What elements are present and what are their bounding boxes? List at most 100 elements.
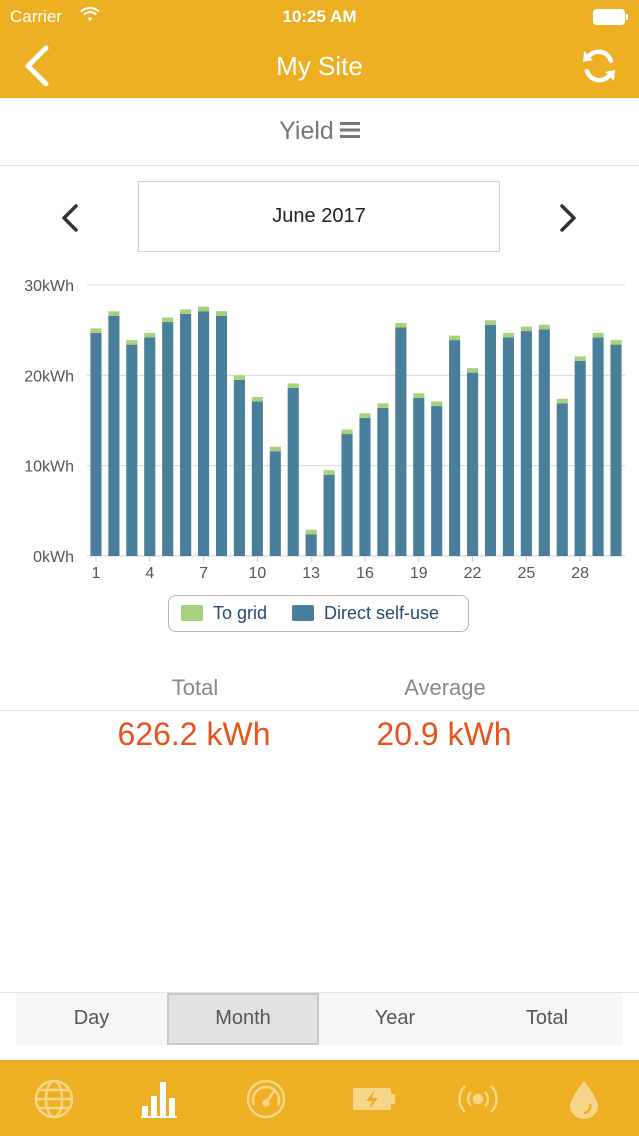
tab-overview[interactable] xyxy=(14,1060,94,1136)
bar-direct-self-use xyxy=(431,406,443,556)
bar-direct-self-use xyxy=(520,331,532,556)
page-title: My Site xyxy=(276,51,363,81)
broadcast-icon xyxy=(458,1085,498,1113)
bar-direct-self-use xyxy=(395,327,407,556)
previous-month-button[interactable] xyxy=(50,196,90,240)
bar-to-grid xyxy=(90,328,102,333)
bar-to-grid xyxy=(377,403,389,408)
battery-charge-icon xyxy=(353,1088,395,1110)
bar-direct-self-use xyxy=(449,340,461,556)
water-drop-icon xyxy=(570,1081,598,1119)
total-label: Total xyxy=(171,675,219,700)
x-tick-label: 28 xyxy=(571,565,589,582)
bar-to-grid xyxy=(431,401,443,407)
wifi-icon xyxy=(80,7,100,28)
bar-to-grid xyxy=(251,397,263,402)
bar-to-grid xyxy=(305,529,317,535)
tab-year[interactable]: Year xyxy=(319,993,471,1045)
bar-direct-self-use xyxy=(538,329,550,556)
refresh-button[interactable] xyxy=(577,44,621,88)
bottom-tab-bar xyxy=(0,1060,639,1136)
bar-to-grid xyxy=(574,356,586,361)
bar-direct-self-use xyxy=(323,474,335,556)
bar-direct-self-use xyxy=(556,403,568,556)
x-tick-label: 19 xyxy=(410,565,428,582)
section-menu-toggle[interactable]: Yield xyxy=(279,117,360,146)
bar-to-grid xyxy=(610,340,622,345)
bar-direct-self-use xyxy=(574,360,586,556)
legend-swatch-to-grid xyxy=(181,605,203,621)
tab-power[interactable] xyxy=(226,1060,306,1136)
next-month-button[interactable] xyxy=(548,196,588,240)
tab-total[interactable]: Total xyxy=(471,993,623,1045)
yield-chart: 0kWh 10kWh 20kWh 30kWh 1 4 7 10 13 16 19 22 25 28 xyxy=(24,278,625,582)
x-tick-label: 13 xyxy=(302,565,320,582)
tab-yield[interactable] xyxy=(120,1060,200,1136)
divider xyxy=(0,992,639,993)
bar-chart-icon xyxy=(141,1082,177,1118)
legend-item-to-grid[interactable]: To grid xyxy=(169,596,284,631)
x-tick-label: 10 xyxy=(248,565,266,582)
bar-to-grid xyxy=(449,335,461,341)
bar-direct-self-use xyxy=(610,344,622,556)
bar-direct-self-use xyxy=(144,337,156,556)
tab-consumption[interactable] xyxy=(544,1060,624,1136)
x-tick-label: 7 xyxy=(199,565,208,582)
bar-direct-self-use xyxy=(108,315,120,556)
bar-direct-self-use xyxy=(126,344,138,556)
bar-to-grid xyxy=(467,368,479,373)
x-tick-label: 1 xyxy=(92,565,101,582)
bar-to-grid xyxy=(323,470,335,475)
legend-item-direct-self-use[interactable]: Direct self-use xyxy=(284,596,469,631)
bar-to-grid xyxy=(144,332,156,338)
bar-direct-self-use xyxy=(215,315,228,556)
bar-direct-self-use xyxy=(592,337,604,556)
bar-to-grid xyxy=(395,322,407,328)
y-tick-label: 10kWh xyxy=(24,459,74,476)
month-label: June 2017 xyxy=(272,205,366,227)
bar-direct-self-use xyxy=(467,372,479,556)
tab-battery[interactable] xyxy=(332,1060,412,1136)
section-header: Yield xyxy=(0,98,639,166)
average-value: 20.9 kWh xyxy=(376,716,512,752)
bar-direct-self-use xyxy=(233,379,245,556)
legend-label-to-grid: To grid xyxy=(213,603,268,623)
y-tick-label: 0kWh xyxy=(33,549,74,566)
chevron-left-icon xyxy=(25,45,49,87)
bar-to-grid xyxy=(269,446,281,452)
x-tick-label: 16 xyxy=(356,565,374,582)
bar-to-grid xyxy=(538,324,550,330)
chart-legend: To grid Direct self-use xyxy=(168,595,469,632)
month-selector[interactable]: June 2017 xyxy=(138,181,500,252)
bar-direct-self-use xyxy=(341,434,353,556)
bar-to-grid xyxy=(484,320,497,325)
tab-month[interactable]: Month xyxy=(167,993,319,1045)
tab-communication[interactable] xyxy=(438,1060,518,1136)
bar-to-grid xyxy=(556,398,568,404)
back-button[interactable] xyxy=(16,44,60,88)
bar-to-grid xyxy=(287,383,299,388)
tab-day[interactable]: Day xyxy=(16,993,167,1045)
bar-direct-self-use xyxy=(180,313,192,556)
chevron-right-icon xyxy=(560,204,576,232)
bar-to-grid xyxy=(341,429,353,435)
bar-to-grid xyxy=(108,311,120,316)
bar-direct-self-use xyxy=(90,332,102,556)
bar-to-grid xyxy=(502,332,514,338)
x-tick-label: 25 xyxy=(517,565,535,582)
globe-icon xyxy=(34,1079,74,1119)
bar-to-grid xyxy=(520,326,532,332)
y-tick-label: 20kWh xyxy=(24,368,74,385)
bar-direct-self-use xyxy=(413,397,425,556)
bar-to-grid xyxy=(592,332,604,338)
x-tick-label: 4 xyxy=(145,565,154,582)
battery-icon xyxy=(593,9,629,25)
bar-direct-self-use xyxy=(251,401,263,556)
bar-to-grid xyxy=(180,309,192,314)
bar-direct-self-use xyxy=(269,451,281,556)
bar-direct-self-use xyxy=(162,322,174,556)
total-value: 626.2 kWh xyxy=(117,716,271,752)
period-tabs: Day Month Year Total xyxy=(16,993,623,1045)
bar-direct-self-use xyxy=(287,387,299,556)
